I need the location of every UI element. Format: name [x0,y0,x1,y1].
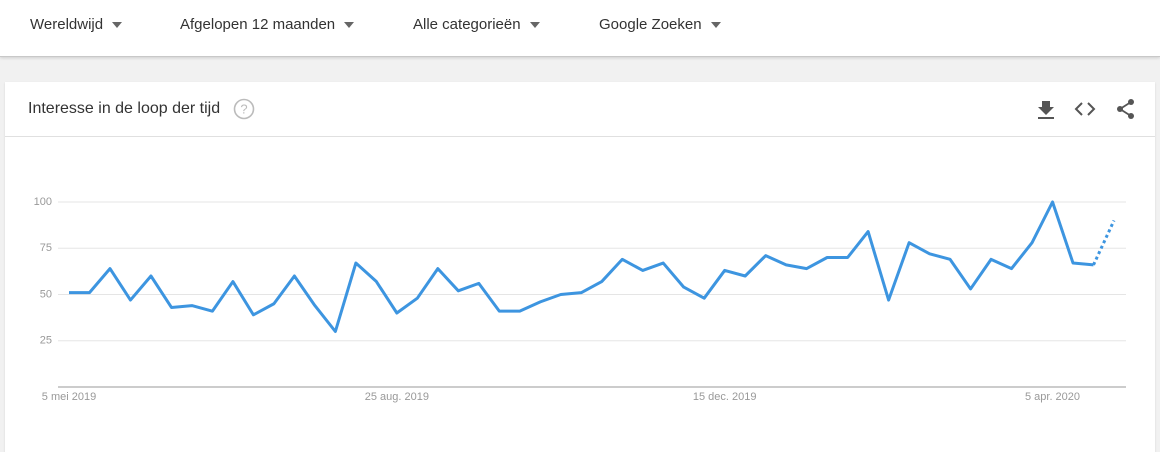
share-icon[interactable] [1115,98,1137,120]
help-icon[interactable]: ? [233,98,255,120]
chart: 25 50 75 100 5 mei 2019 25 aug. 2019 15 dec. 2… [34,196,1126,403]
x-tick-label: 15 dec. 2019 [693,391,757,403]
card-title: Interesse in de loop der tijd [28,100,221,117]
filter-period[interactable]: Afgelopen 12 maanden [180,16,355,33]
dropdown-arrow [112,22,123,29]
embed-icon[interactable] [1074,98,1096,120]
trend-line-partial [1092,219,1116,266]
card: 25 50 75 100 5 mei 2019 25 aug. 2019 15 dec. 2… [5,82,1155,452]
trend-line [69,200,1094,333]
filter-label: Afgelopen 12 maanden [180,16,336,33]
x-tick-label: 5 apr. 2020 [1025,391,1080,403]
x-tick-label: 5 mei 2019 [42,391,96,403]
filter-label: Alle categorieën [413,16,521,33]
top-bar: Wereldwijd Afgelopen 12 maanden Alle cat… [0,0,1160,57]
y-tick-label: 25 [40,335,52,347]
x-tick-label: 25 aug. 2019 [365,391,429,403]
svg-text:?: ? [240,102,247,117]
dropdown-arrow [529,22,540,29]
filter-category[interactable]: Alle categorieën [413,16,541,33]
dropdown-arrow [710,22,721,29]
filter-label: Wereldwijd [30,16,104,33]
divider [5,136,1155,137]
filter-label: Google Zoeken [599,16,702,33]
filter-search-type[interactable]: Google Zoeken [599,16,722,33]
y-tick-label: 75 [40,242,52,254]
y-tick-label: 50 [40,288,52,300]
filter-location[interactable]: Wereldwijd [30,16,123,33]
dropdown-arrow [344,22,355,29]
download-icon[interactable] [1036,98,1056,120]
y-tick-label: 100 [34,196,52,208]
